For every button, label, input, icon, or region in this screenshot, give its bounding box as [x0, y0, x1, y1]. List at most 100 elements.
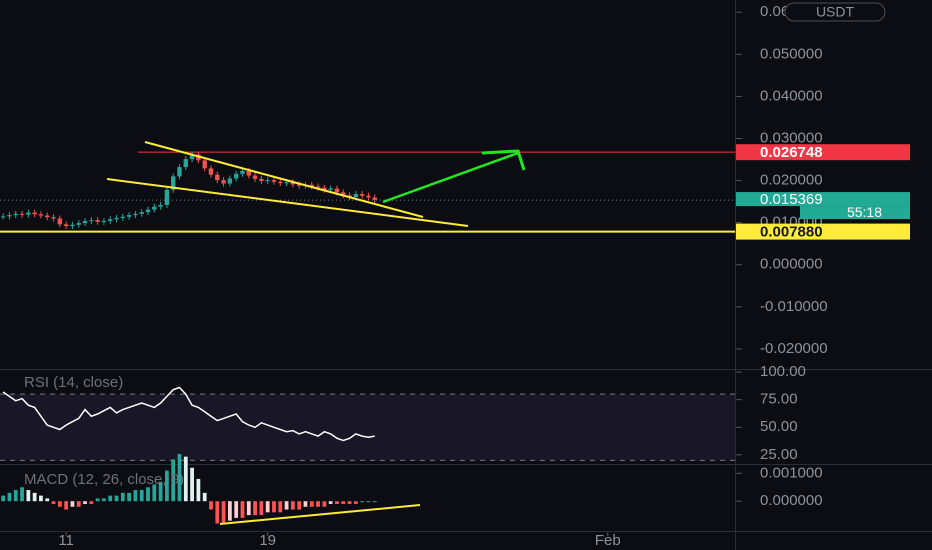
candle-body — [108, 219, 113, 221]
candle-body — [95, 220, 100, 222]
candle — [57, 215, 63, 228]
candle — [309, 181, 314, 190]
y-tick-label: 0.001000 — [760, 464, 823, 481]
candle-body — [57, 218, 63, 225]
candle — [265, 177, 270, 185]
macd-bar — [13, 490, 18, 502]
candle — [120, 213, 126, 222]
macd-bar — [215, 501, 220, 524]
y-tick-label: 75.00 — [760, 391, 798, 408]
candle-body — [7, 215, 12, 217]
macd-bar — [341, 501, 346, 504]
candle-body — [26, 212, 31, 215]
macd-bar — [309, 501, 314, 507]
candle-body — [158, 205, 163, 207]
macd-bar — [152, 484, 157, 502]
last-price-badge — [736, 192, 910, 207]
macd-bar — [158, 481, 163, 502]
candle — [38, 211, 44, 219]
candle — [114, 215, 119, 223]
macd-bar — [265, 501, 270, 513]
currency-button[interactable] — [784, 2, 886, 22]
macd-bar — [120, 492, 125, 502]
y-tick-label: 100.00 — [760, 363, 806, 380]
candle — [259, 175, 264, 185]
candle-body — [233, 173, 239, 179]
candle-body — [114, 218, 119, 220]
y-tick-label: 0.030000 — [760, 129, 823, 146]
price-badge-label: 0.026748 — [760, 144, 823, 161]
candle — [101, 217, 107, 225]
macd-bar — [1, 495, 6, 502]
candle-body — [278, 181, 283, 184]
candle-body — [284, 182, 289, 184]
axis: 0.0600000.0500000.0400000.0300000.020000… — [58, 2, 910, 549]
trend-line — [144, 141, 424, 218]
candle-body — [133, 213, 138, 216]
macd-bar — [372, 501, 377, 503]
candle-body — [0, 216, 6, 218]
macd-bar — [240, 501, 245, 518]
arrow — [382, 151, 519, 204]
candle — [202, 157, 207, 172]
macd-bar — [190, 467, 194, 502]
candle-body — [63, 224, 69, 227]
candle-body — [38, 214, 44, 216]
candle — [221, 177, 226, 187]
macd-bar — [253, 501, 257, 516]
y-tick-label: 0.040000 — [760, 87, 823, 104]
macd-bar — [209, 501, 213, 510]
candle — [322, 184, 327, 193]
candle-body — [139, 212, 144, 214]
macd-bar — [303, 501, 308, 507]
candle-body — [82, 220, 88, 224]
macd-bar — [108, 495, 113, 502]
candle-body — [271, 180, 277, 182]
macd-bar — [196, 478, 201, 502]
candle-body — [296, 184, 302, 186]
macd-bar — [64, 501, 69, 510]
candle-body — [170, 176, 176, 190]
macd-bar — [89, 501, 94, 504]
candle-body — [101, 220, 107, 222]
macd-bar — [26, 490, 31, 502]
candle-body — [152, 206, 157, 210]
candle-body — [246, 170, 251, 176]
macd-bar — [76, 501, 81, 507]
candle-body — [309, 184, 314, 187]
candle — [164, 186, 170, 208]
macd-bar — [322, 501, 327, 507]
macd-bar — [290, 501, 295, 510]
candle-body — [322, 187, 327, 190]
candle — [208, 165, 214, 178]
last-price-label: 0.015369 — [760, 191, 823, 208]
candle — [341, 189, 346, 199]
macd-bar — [133, 490, 138, 502]
candle-body — [189, 154, 195, 160]
rsi-band — [0, 394, 735, 461]
macd-bar — [70, 501, 75, 507]
candle — [290, 179, 296, 188]
macd-bar — [45, 498, 50, 502]
candle — [177, 164, 182, 180]
candle — [183, 156, 189, 171]
candle-body — [120, 216, 126, 219]
macd-bar — [39, 495, 43, 502]
pane-title: RSI (14, close) — [24, 374, 123, 391]
candle — [45, 212, 50, 221]
macd-bar — [316, 501, 320, 507]
candle-body — [252, 175, 258, 179]
candle-body — [366, 195, 371, 198]
candle-body — [372, 197, 377, 200]
macd-bar — [360, 501, 365, 503]
candle — [82, 217, 88, 227]
macd-bar — [51, 501, 56, 504]
macd-bar — [95, 498, 100, 502]
candle-body — [177, 167, 182, 177]
candle — [372, 194, 377, 203]
macd-bar — [165, 470, 169, 502]
macd-bar — [366, 501, 371, 503]
candle-body — [341, 192, 346, 196]
candle — [63, 221, 69, 230]
marks — [0, 151, 735, 524]
